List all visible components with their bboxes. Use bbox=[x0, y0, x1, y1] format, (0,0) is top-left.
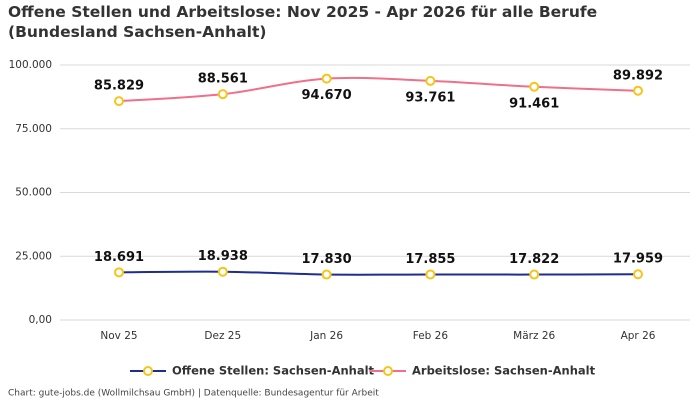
x-tick-label: Dez 25 bbox=[204, 330, 241, 342]
y-tick-label: 75.000 bbox=[15, 123, 52, 135]
marker bbox=[321, 73, 332, 84]
value-label: 17.959 bbox=[613, 252, 663, 267]
value-label: 88.561 bbox=[198, 72, 248, 87]
marker bbox=[321, 269, 332, 280]
value-label: 17.822 bbox=[509, 252, 559, 267]
marker bbox=[114, 267, 124, 278]
marker bbox=[217, 89, 228, 100]
chart-title: Offene Stellen und Arbeitslose: Nov 2025… bbox=[8, 3, 598, 41]
marker bbox=[425, 75, 436, 86]
legend-label: Arbeitslose: Sachsen-Anhalt bbox=[412, 364, 596, 378]
y-tick-label: 50.000 bbox=[15, 187, 52, 199]
line bbox=[118, 270, 639, 276]
source-note: Chart: gute-jobs.de (Wollmilchsau GmbH) … bbox=[8, 389, 379, 399]
value-label: 91.461 bbox=[509, 96, 559, 111]
value-label: 94.670 bbox=[302, 88, 352, 103]
marker bbox=[529, 81, 540, 92]
marker bbox=[425, 269, 436, 280]
value-label: 85.829 bbox=[94, 79, 144, 94]
marker bbox=[114, 96, 124, 107]
y-tick-label: 100.000 bbox=[9, 59, 52, 71]
value-label: 17.830 bbox=[302, 252, 352, 267]
y-tick-label: 0,00 bbox=[29, 314, 52, 326]
value-label: 93.761 bbox=[405, 90, 455, 105]
value-label: 18.691 bbox=[94, 250, 144, 265]
legend-marker bbox=[383, 366, 393, 376]
value-label: 89.892 bbox=[613, 68, 663, 83]
y-tick-label: 25.000 bbox=[15, 250, 52, 262]
line bbox=[118, 76, 639, 103]
legend-marker bbox=[143, 366, 153, 376]
legend-label: Offene Stellen: Sachsen-Anhalt bbox=[172, 364, 375, 378]
x-tick-label: März 26 bbox=[513, 330, 555, 342]
marker bbox=[529, 269, 540, 280]
x-tick-label: Nov 25 bbox=[100, 330, 137, 342]
marker bbox=[633, 85, 643, 96]
value-label: 17.855 bbox=[405, 252, 455, 267]
marker bbox=[633, 269, 643, 280]
value-label: 18.938 bbox=[198, 249, 248, 264]
x-tick-label: Apr 26 bbox=[621, 330, 656, 342]
x-tick-label: Feb 26 bbox=[413, 330, 449, 342]
marker bbox=[217, 266, 228, 277]
x-tick-label: Jan 26 bbox=[309, 330, 343, 342]
